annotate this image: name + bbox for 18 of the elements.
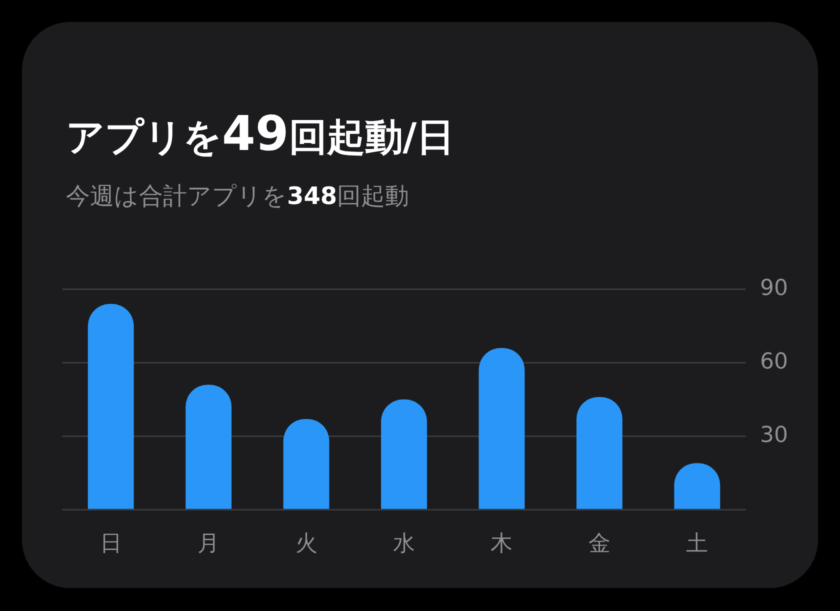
x-tick-label: 土 bbox=[686, 532, 708, 557]
bar bbox=[478, 348, 525, 509]
y-tick-label: 90 bbox=[760, 276, 788, 301]
bar bbox=[576, 396, 622, 509]
bar bbox=[186, 384, 232, 509]
x-tick-label: 火 bbox=[295, 532, 318, 557]
x-tick-label: 金 bbox=[588, 532, 610, 557]
y-tick-label: 60 bbox=[760, 349, 788, 374]
x-tick-label: 月 bbox=[198, 532, 220, 557]
y-tick-label: 30 bbox=[760, 422, 788, 448]
x-tick-label: 日 bbox=[100, 532, 122, 557]
chart-title: アプリを49回起動/日 bbox=[66, 106, 455, 162]
x-tick-label: 木 bbox=[490, 532, 513, 557]
chart-subtitle: 今週は合計アプリを348回起動 bbox=[66, 182, 410, 210]
x-tick-label: 水 bbox=[393, 532, 416, 557]
bar bbox=[88, 304, 134, 509]
bar bbox=[283, 418, 330, 509]
bar bbox=[381, 399, 427, 509]
